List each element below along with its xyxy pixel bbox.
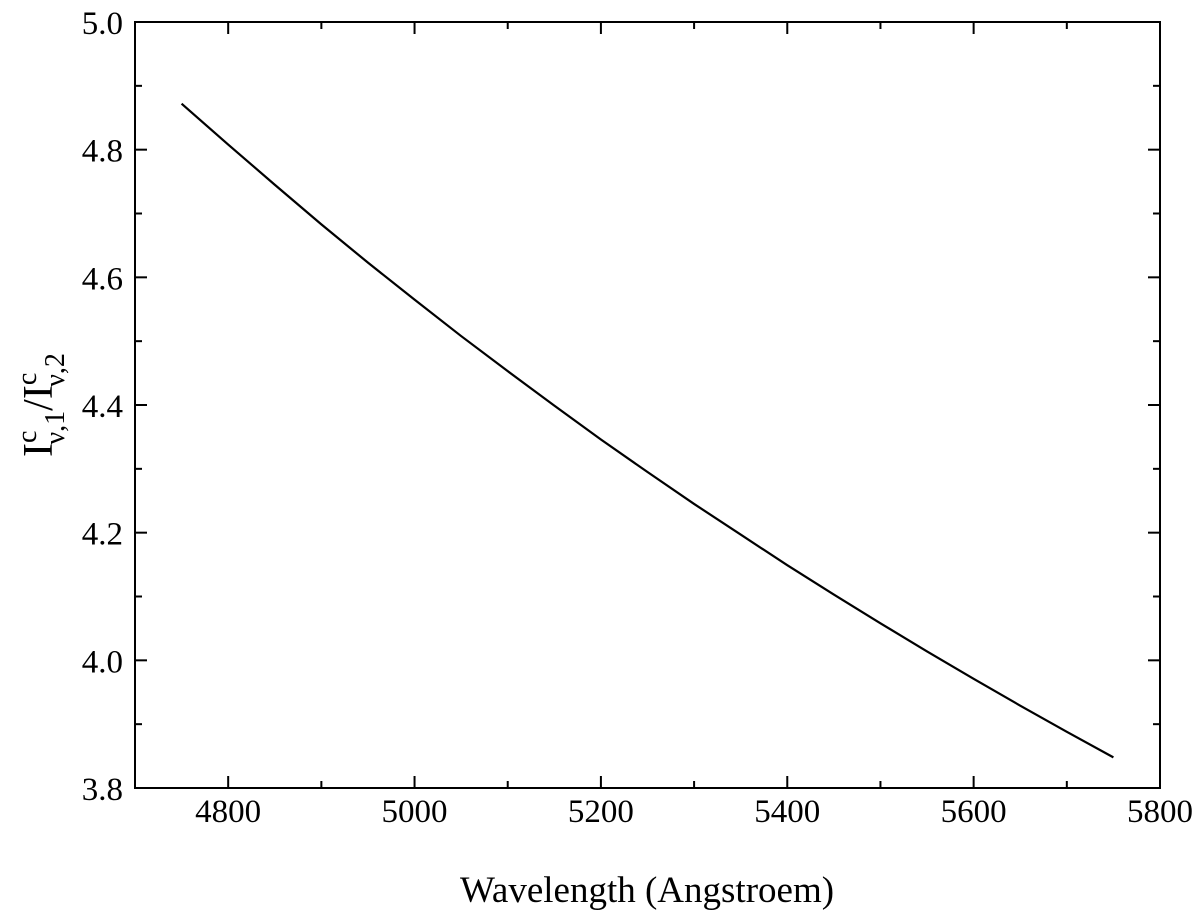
x-tick-labels: 4800 5000 5200 5400 5600 5800 [195,794,1193,830]
x-tick-label: 4800 [195,794,261,830]
svg-text:Icν,1/Icν,2: Icν,1/Icν,2 [12,353,71,457]
x-tick-label: 5600 [941,794,1007,830]
plot-frame [134,21,1161,789]
x-ticks [227,22,1161,788]
y-tick-label: 4.6 [82,261,123,297]
y-title-sup2: c [12,373,43,385]
y-title-sub2: ν,2 [40,353,71,387]
series-line-ratio [180,102,1114,759]
x-tick-label: 5000 [382,794,448,830]
y-tick-label: 4.2 [82,517,123,553]
y-axis-title: Icν,1/Icν,2 [12,353,71,457]
y-tick-label: 4.4 [82,389,123,425]
y-title-sub1: ν,1 [40,411,71,445]
x-tick-label: 5400 [754,794,820,830]
y-tick-label: 5.0 [82,6,123,42]
y-tick-label: 3.8 [82,772,123,808]
x-axis-title: Wavelength (Angstroem) [460,870,834,911]
y-title-main2: I [16,385,62,399]
y-title-main1: I [16,443,62,457]
y-title-slash: / [16,399,62,411]
y-tick-labels: 3.8 4.0 4.2 4.4 4.6 4.8 5.0 [82,6,123,808]
y-ticks [135,21,1160,789]
x-tick-label: 5800 [1127,794,1193,830]
y-tick-label: 4.8 [82,134,123,170]
y-tick-label: 4.0 [82,644,123,680]
y-title-sup1: c [12,431,43,443]
x-tick-label: 5200 [568,794,634,830]
